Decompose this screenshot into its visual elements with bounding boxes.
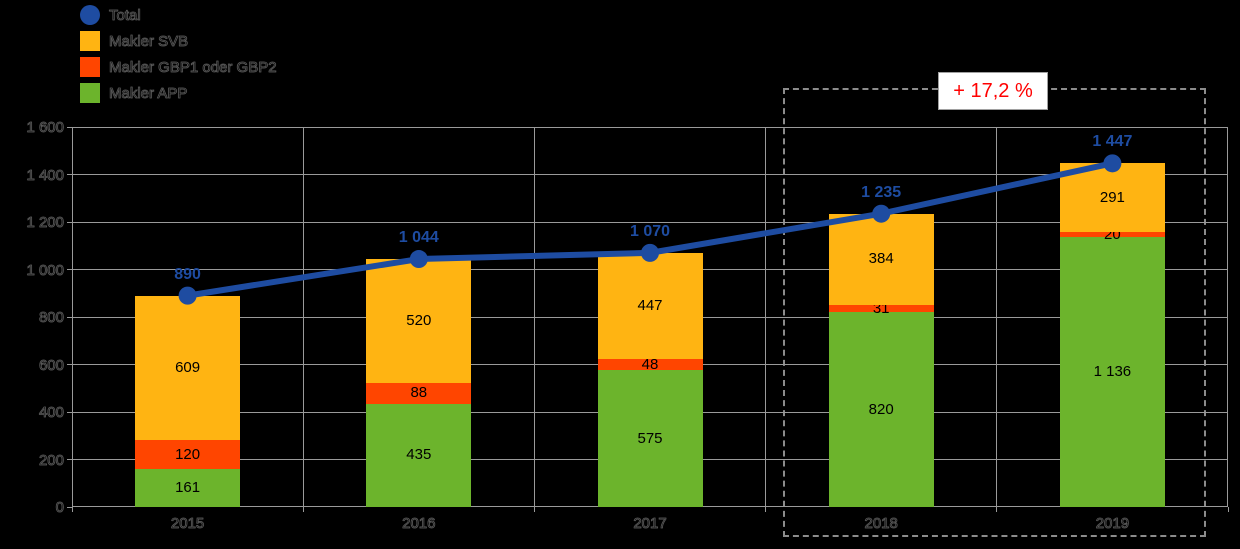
bar-segment-makler-app [597, 370, 703, 507]
legend-label: Makler SVB [109, 32, 189, 50]
y-axis-label: 1 000 [26, 261, 64, 279]
y-axis-label: 1 600 [26, 119, 64, 137]
legend-item: Total [80, 2, 277, 28]
bar-value-label: 88 [410, 384, 428, 402]
y-axis-tick [67, 316, 72, 318]
gridline [72, 221, 1228, 223]
legend-marker-square [80, 57, 100, 77]
bar-segment-makler-app [135, 468, 241, 507]
bar-segment-makler-app [1059, 237, 1165, 507]
legend-item: Makler SVB [80, 28, 277, 54]
gridline [72, 174, 1228, 175]
y-axis-tick [67, 506, 72, 508]
legend-label: Makler APP [109, 84, 188, 102]
x-axis-label: 2018 [864, 515, 898, 533]
bar-value-label: 820 [868, 400, 894, 418]
y-axis-label: 1 200 [26, 214, 64, 232]
y-axis-label: 0 [55, 499, 64, 517]
legend-marker-square [80, 83, 100, 103]
gridline [996, 127, 998, 507]
total-value-label: 1 070 [629, 222, 671, 240]
bar-value-label: 161 [175, 478, 201, 496]
legend-item: Makler GBP1 oder GBP2 [80, 54, 277, 80]
y-axis-tick [67, 411, 72, 413]
bar-value-label: 291 [1099, 188, 1125, 206]
bar-segment-makler-gbp1-oder-gbp2 [1059, 232, 1165, 238]
bar-segment-makler-app [366, 403, 472, 507]
bar-value-label: 120 [175, 445, 201, 463]
legend-item: Makler APP [80, 80, 277, 106]
x-axis-label: 2017 [633, 515, 667, 533]
total-value-label: 1 044 [398, 229, 439, 247]
total-marker [409, 250, 428, 269]
legend-label: Total [109, 6, 141, 24]
gridline [533, 127, 535, 507]
x-axis-label: 2019 [1095, 515, 1130, 533]
bar-segment-makler-svb [135, 295, 241, 441]
x-axis-label: 2016 [402, 515, 436, 533]
y-axis-tick [67, 269, 72, 270]
total-marker [1103, 154, 1122, 173]
bar-segment-makler-svb [366, 259, 472, 383]
growth-annotation-label: + 17,2 % [953, 79, 1033, 102]
growth-annotation-box: + 17,2 % [938, 72, 1048, 110]
total-value-label: 1 447 [1092, 133, 1133, 151]
bar-value-label: 435 [406, 446, 432, 464]
legend-marker-circle [80, 5, 100, 25]
legend: Total Makler SVB Makler GBP1 oder GBP2 Makl… [80, 2, 277, 106]
y-axis-label: 400 [38, 404, 65, 422]
x-axis-label: 2015 [170, 515, 205, 533]
x-axis-tick [765, 507, 767, 512]
bar-segment-makler-gbp1-oder-gbp2 [366, 382, 472, 404]
bar-value-label: 609 [175, 358, 201, 376]
y-axis-label: 200 [38, 451, 65, 469]
bar-value-label: 575 [637, 429, 663, 447]
bar-value-label: 48 [641, 355, 659, 373]
y-axis-tick [67, 174, 72, 175]
gridline [302, 127, 304, 507]
x-axis-tick [302, 507, 304, 512]
y-axis-tick [67, 126, 72, 128]
x-axis-tick [71, 507, 73, 512]
bar-value-label: 1 136 [1093, 363, 1132, 381]
bar-value-label: 384 [868, 250, 894, 268]
legend-label: Makler GBP1 oder GBP2 [109, 58, 277, 76]
total-marker [178, 286, 197, 305]
y-axis-tick [67, 364, 72, 365]
x-axis-tick [533, 507, 535, 512]
bar-segment-makler-svb [597, 252, 703, 360]
total-value-label: 890 [174, 265, 201, 283]
y-axis-tick [67, 221, 72, 223]
y-axis-tick [67, 459, 72, 460]
x-axis-tick [1227, 507, 1229, 512]
gridline [765, 127, 767, 507]
bar-segment-makler-gbp1-oder-gbp2 [828, 304, 934, 313]
x-axis-tick [996, 507, 998, 512]
y-axis-label: 800 [38, 309, 65, 327]
bar-segment-makler-gbp1-oder-gbp2 [597, 359, 703, 371]
total-value-label: 1 235 [861, 183, 902, 201]
y-axis-label: 1 400 [26, 166, 64, 184]
bar-segment-makler-svb [828, 213, 934, 305]
bar-segment-makler-svb [1059, 163, 1165, 233]
bar-value-label: 520 [406, 312, 432, 330]
total-marker [872, 204, 891, 223]
bar-segment-makler-gbp1-oder-gbp2 [135, 440, 241, 469]
legend-marker-square [80, 31, 100, 51]
bar-value-label: 447 [637, 296, 663, 314]
bar-segment-makler-app [828, 312, 934, 507]
total-marker [641, 243, 659, 262]
y-axis-label: 600 [38, 356, 65, 374]
